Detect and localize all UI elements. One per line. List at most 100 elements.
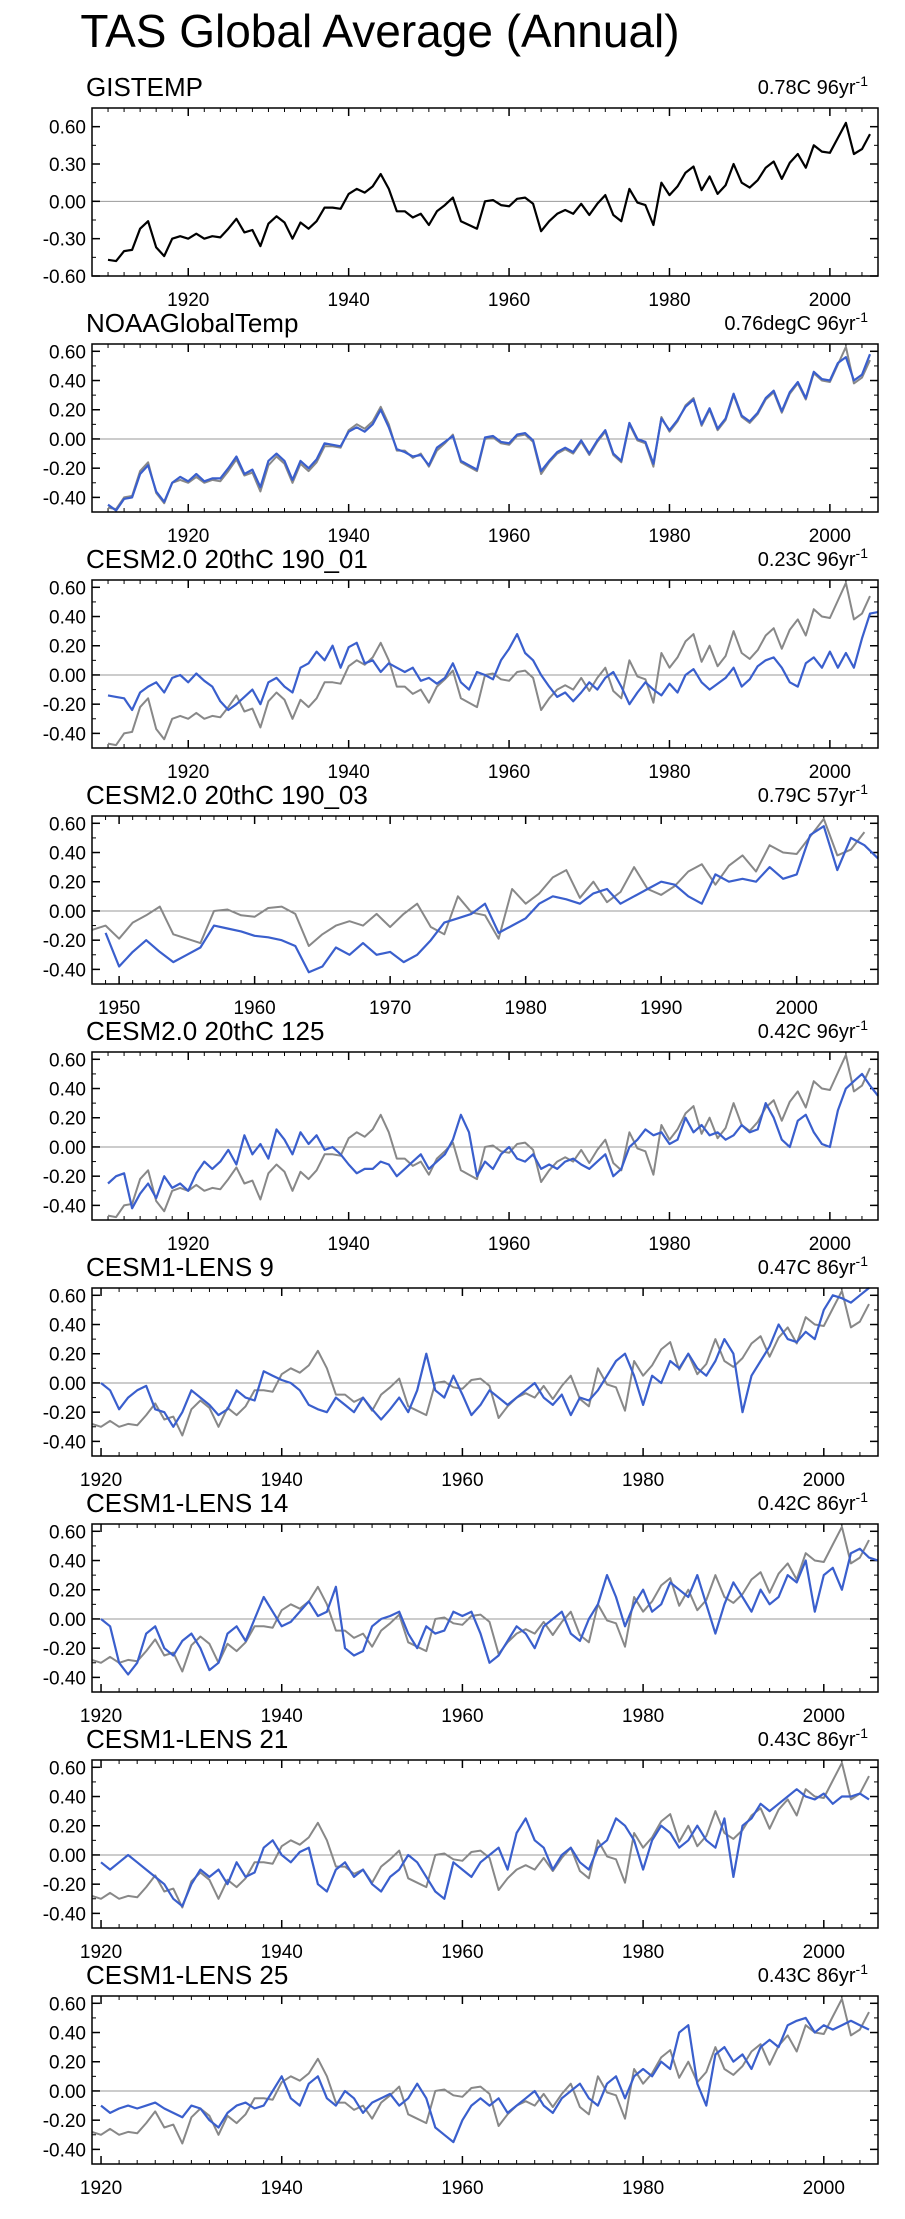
x-tick-label: 2000	[776, 998, 818, 1019]
y-tick-label: -0.40	[43, 724, 86, 745]
x-tick-label: 1940	[328, 526, 370, 547]
y-tick-label: -0.20	[43, 695, 86, 716]
x-tick-label: 1980	[648, 290, 690, 311]
panel-trend: 0.47C 86yr-1	[758, 1253, 869, 1279]
panel-title: NOAAGlobalTemp	[86, 308, 298, 338]
y-tick-label: 0.40	[49, 372, 86, 393]
panel-title: CESM2.0 20thC 190_03	[86, 780, 368, 810]
x-tick-label: 1980	[622, 1470, 664, 1491]
plot-frame	[91, 1995, 879, 2165]
x-tick-label: 1920	[80, 2178, 122, 2199]
y-tick-label: 0.00	[49, 1846, 86, 1867]
model-series-line	[107, 611, 879, 712]
x-tick-label: 1960	[441, 1942, 483, 1963]
model-series-line	[107, 1072, 879, 1210]
panel-trend: 0.42C 96yr-1	[758, 1017, 869, 1043]
y-tick-label: -0.20	[43, 1403, 86, 1424]
y-tick-label: -0.40	[43, 1904, 86, 1925]
panel-trend: 0.23C 96yr-1	[758, 545, 869, 571]
y-tick-label: 0.20	[49, 1581, 86, 1602]
y-tick-label: -0.20	[43, 931, 86, 952]
x-tick-label: 2000	[803, 1470, 845, 1491]
y-tick-label: -0.30	[43, 230, 86, 251]
y-tick-label: -0.40	[43, 960, 86, 981]
panel-title: CESM2.0 20thC 190_01	[86, 544, 368, 574]
panel-title: CESM1-LENS 21	[86, 1724, 288, 1754]
y-tick-label: 0.60	[49, 814, 86, 835]
y-tick-label: 0.40	[49, 608, 86, 629]
panel-6: CESM1-LENS 9 0.47C 86yr-1 -0.40 -0.20 0.00 0.…	[43, 1252, 879, 1491]
x-tick-label: 1950	[98, 998, 140, 1019]
y-tick-label: 0.40	[49, 1316, 86, 1337]
reference-series-line	[91, 817, 866, 947]
x-tick-label: 1980	[622, 2178, 664, 2199]
reference-series-line	[91, 1525, 870, 1673]
panel-title: CESM1-LENS 14	[86, 1488, 288, 1518]
y-tick-label: -0.20	[43, 459, 86, 480]
y-tick-label: 0.00	[49, 666, 86, 687]
plot-frame	[91, 1287, 879, 1457]
plot-frame	[91, 343, 879, 513]
model-series-line	[100, 2016, 870, 2144]
y-tick-label: 0.00	[49, 1374, 86, 1395]
y-tick-label: 0.60	[49, 1994, 86, 2015]
panel-2: NOAAGlobalTemp 0.76degC 96yr-1 -0.40 -0.20 0…	[43, 308, 879, 547]
y-tick-label: -0.20	[43, 1167, 86, 1188]
x-tick-label: 1920	[80, 1942, 122, 1963]
x-tick-label: 1980	[648, 526, 690, 547]
y-tick-label: -0.20	[43, 1639, 86, 1660]
panel-title: GISTEMP	[86, 72, 203, 102]
x-tick-label: 2000	[809, 526, 851, 547]
x-tick-label: 1960	[488, 526, 530, 547]
x-tick-label: 1970	[369, 998, 411, 1019]
x-tick-label: 1960	[233, 998, 275, 1019]
x-tick-label: 1920	[167, 526, 209, 547]
x-tick-label: 1980	[622, 1706, 664, 1727]
x-tick-label: 2000	[803, 1706, 845, 1727]
reference-series-line	[107, 581, 871, 747]
y-tick-label: 0.00	[49, 1610, 86, 1631]
obs-series-line	[107, 121, 871, 263]
y-tick-label: -0.40	[43, 1196, 86, 1217]
x-tick-label: 1980	[622, 1942, 664, 1963]
y-tick-label: 0.60	[49, 578, 86, 599]
y-tick-label: 0.00	[49, 2082, 86, 2103]
x-tick-label: 1960	[488, 1234, 530, 1255]
panel-3: CESM2.0 20thC 190_01 0.23C 96yr-1 -0.40 -0.…	[43, 544, 879, 783]
x-tick-label: 1990	[640, 998, 682, 1019]
x-tick-label: 2000	[809, 762, 851, 783]
y-tick-label: 0.20	[49, 401, 86, 422]
y-tick-label: -0.20	[43, 1875, 86, 1896]
x-tick-label: 1920	[167, 762, 209, 783]
x-tick-label: 2000	[809, 290, 851, 311]
x-tick-label: 1960	[488, 762, 530, 783]
x-tick-label: 1940	[328, 762, 370, 783]
y-tick-label: 0.20	[49, 1345, 86, 1366]
y-tick-label: 0.60	[49, 1758, 86, 1779]
y-tick-label: 0.00	[49, 902, 86, 923]
plot-frame	[91, 815, 879, 985]
y-tick-label: 0.40	[49, 1552, 86, 1573]
y-tick-label: 0.00	[49, 192, 86, 213]
y-tick-label: 0.20	[49, 1817, 86, 1838]
y-tick-label: -0.40	[43, 1432, 86, 1453]
x-tick-label: 1980	[505, 998, 547, 1019]
y-tick-label: 0.20	[49, 2053, 86, 2074]
y-tick-label: 0.40	[49, 1788, 86, 1809]
reference-series-line	[91, 1289, 870, 1437]
reference-series-line	[91, 1997, 870, 2145]
page-title: TAS Global Average (Annual)	[80, 5, 680, 57]
x-tick-label: 1960	[488, 290, 530, 311]
panel-trend: 0.76degC 96yr-1	[724, 309, 868, 335]
y-tick-label: 0.60	[49, 1050, 86, 1071]
y-tick-label: 0.30	[49, 155, 86, 176]
y-tick-label: -0.40	[43, 1668, 86, 1689]
y-tick-label: 0.00	[49, 430, 86, 451]
panel-trend: 0.78C 96yr-1	[758, 73, 869, 99]
obs-series-line	[107, 353, 872, 512]
y-tick-label: -0.20	[43, 2111, 86, 2132]
panel-title: CESM1-LENS 9	[86, 1252, 274, 1282]
plot-frame	[91, 1759, 879, 1929]
y-tick-label: -0.40	[43, 488, 86, 509]
